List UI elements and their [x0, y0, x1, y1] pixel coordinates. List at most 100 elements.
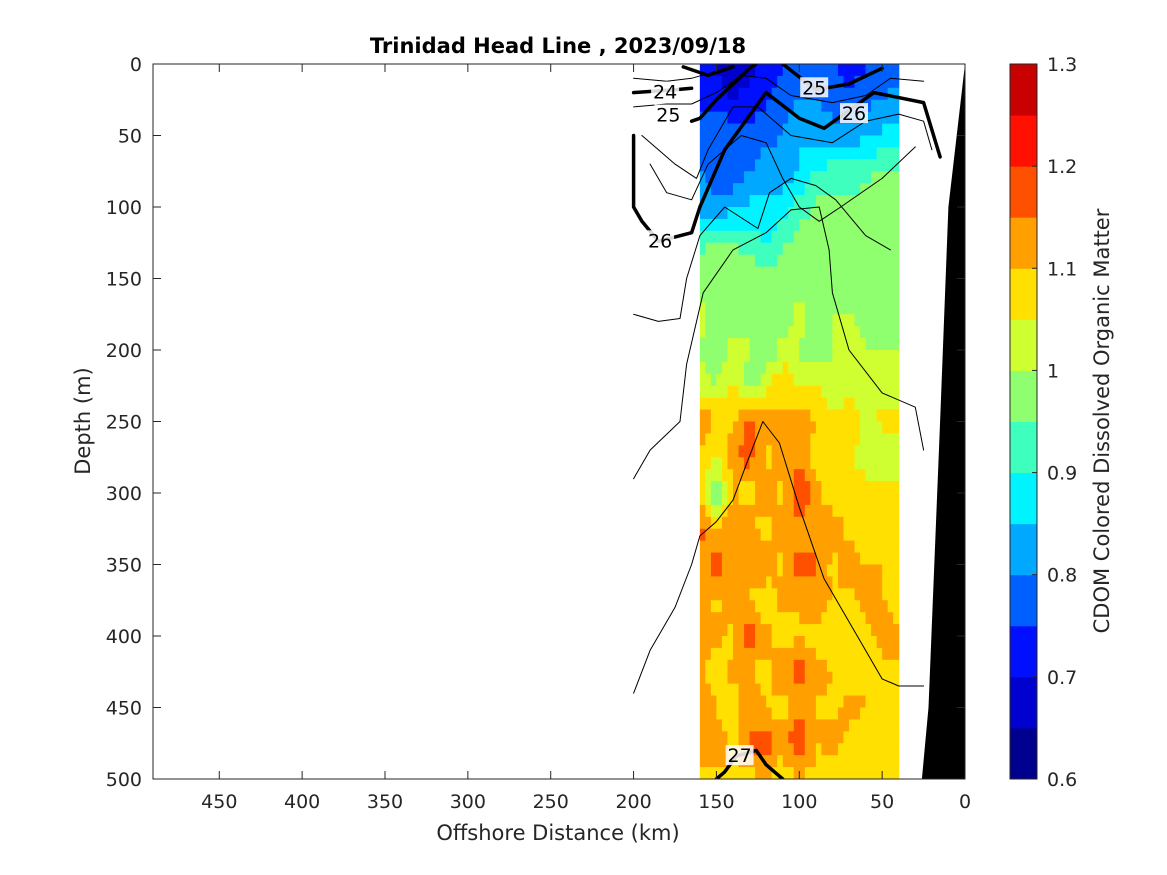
heatmap-cell	[705, 75, 712, 89]
heatmap-cell	[721, 159, 729, 172]
heatmap-cell	[727, 75, 734, 89]
heatmap-cell	[849, 159, 856, 172]
heatmap-cell	[854, 195, 861, 208]
heatmap-cell	[760, 564, 767, 578]
heatmap-cell	[733, 183, 740, 196]
heatmap-cell	[887, 624, 894, 637]
heatmap-cell	[826, 457, 834, 470]
heatmap-cell	[749, 302, 756, 315]
heatmap-cell	[699, 123, 706, 137]
heatmap-cell	[755, 767, 762, 779]
heatmap-cell	[815, 218, 822, 232]
heatmap-cell	[744, 624, 751, 637]
heatmap-cell	[832, 171, 839, 184]
heatmap-cell	[843, 731, 850, 744]
heatmap-cell	[771, 373, 778, 387]
heatmap-cell	[699, 385, 706, 399]
heatmap-cell	[893, 671, 900, 685]
heatmap-cell	[804, 171, 811, 184]
heatmap-cell	[793, 135, 800, 149]
heatmap-cell	[777, 767, 784, 779]
heatmap-cell	[733, 612, 740, 625]
heatmap-cell	[721, 183, 729, 196]
heatmap-cell	[727, 707, 734, 721]
heatmap-cell	[860, 147, 867, 160]
heatmap-cell	[766, 504, 773, 518]
heatmap-cell	[799, 254, 806, 268]
heatmap-cell	[699, 421, 706, 435]
heatmap-cell	[821, 302, 828, 315]
heatmap-cell	[871, 600, 878, 613]
heatmap-cell	[721, 350, 729, 363]
density-contour-bold-26	[631, 90, 942, 244]
heatmap-cell	[760, 338, 767, 351]
heatmap-cell	[705, 659, 712, 673]
heatmap-cell	[799, 230, 806, 244]
heatmap-cell	[760, 445, 767, 458]
heatmap-cell	[749, 552, 756, 566]
heatmap-cell	[865, 647, 872, 661]
heatmap-cell	[727, 433, 734, 446]
heatmap-cell	[826, 612, 834, 625]
heatmap-cell	[733, 433, 740, 446]
heatmap-cell	[837, 409, 845, 423]
heatmap-cell	[887, 290, 894, 303]
heatmap-cell	[826, 481, 834, 494]
heatmap-cell	[782, 624, 789, 637]
heatmap-cell	[793, 433, 800, 446]
heatmap-cell	[766, 385, 773, 399]
heatmap-cell	[854, 647, 861, 661]
heatmap-cell	[804, 242, 811, 256]
heatmap-cell	[826, 659, 834, 673]
heatmap-cell	[821, 516, 828, 530]
heatmap-cell	[860, 350, 867, 363]
heatmap-cell	[727, 421, 734, 435]
heatmap-cell	[727, 171, 734, 184]
heatmap-cell	[760, 719, 767, 732]
heatmap-cell	[793, 302, 800, 315]
heatmap-cell	[727, 767, 734, 779]
heatmap-cell	[893, 624, 900, 637]
heatmap-cell	[771, 230, 778, 244]
heatmap-cell	[837, 647, 845, 661]
heatmap-cell	[749, 111, 756, 125]
heatmap-cell	[821, 314, 828, 327]
y-tick-label: 200	[106, 340, 142, 362]
heatmap-cell	[699, 647, 706, 661]
heatmap-cell	[777, 719, 784, 732]
heatmap-cell	[882, 171, 889, 184]
heatmap-cell	[760, 695, 767, 709]
heatmap-cell	[733, 731, 740, 744]
heatmap-cell	[744, 647, 751, 661]
heatmap-cell	[727, 183, 734, 196]
heatmap-cell	[705, 338, 712, 351]
heatmap-cell	[782, 218, 789, 232]
heatmap-cell	[760, 302, 767, 315]
heatmap-cell	[705, 302, 712, 315]
heatmap-cell	[755, 743, 762, 756]
heatmap-cell	[738, 397, 745, 411]
heatmap-cell	[777, 695, 784, 709]
heatmap-cell	[887, 767, 894, 779]
heatmap-cell	[843, 540, 850, 554]
heatmap-cell	[821, 433, 828, 446]
heatmap-cell	[804, 493, 811, 506]
heatmap-cell	[893, 397, 900, 411]
heatmap-cell	[716, 695, 723, 709]
heatmap-cell	[876, 671, 883, 685]
heatmap-cell	[721, 230, 729, 244]
heatmap-cell	[893, 183, 900, 196]
heatmap-cell	[733, 421, 740, 435]
heatmap-cell	[749, 338, 756, 351]
heatmap-cell	[876, 612, 883, 625]
heatmap-cell	[871, 552, 878, 566]
heatmap-cell	[849, 504, 856, 518]
heatmap-cell	[771, 469, 778, 482]
heatmap-cell	[705, 421, 712, 435]
heatmap-cell	[854, 361, 861, 375]
heatmap-cell	[760, 242, 767, 256]
heatmap-cell	[826, 302, 834, 315]
heatmap-cell	[871, 588, 878, 601]
heatmap-cell	[810, 647, 817, 661]
heatmap-cell	[710, 278, 718, 292]
